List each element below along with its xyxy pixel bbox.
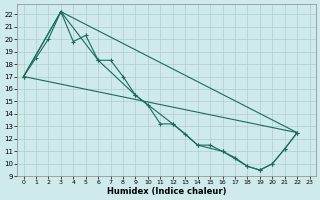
X-axis label: Humidex (Indice chaleur): Humidex (Indice chaleur) [107, 187, 226, 196]
